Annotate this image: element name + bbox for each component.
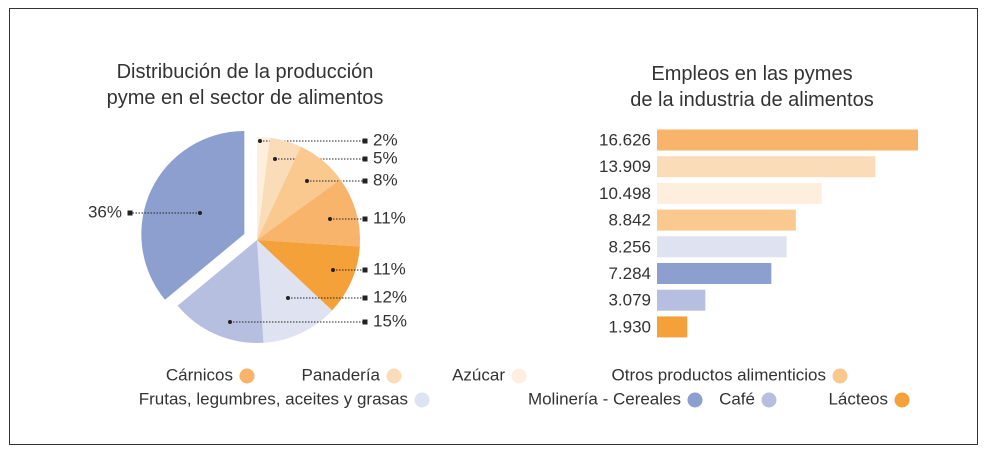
leader-end xyxy=(362,319,368,325)
data-label: 11% xyxy=(373,259,406,278)
data-label: 3.079 xyxy=(608,291,651,310)
leader-dot xyxy=(328,217,332,221)
leader-dot xyxy=(228,320,232,324)
leader-dot xyxy=(273,157,277,161)
leader-dot xyxy=(286,296,290,300)
chart-title: Empleos en las pymes de la industria de a… xyxy=(630,63,873,111)
bar xyxy=(657,156,876,178)
data-label: 12% xyxy=(373,287,407,306)
data-label: 36% xyxy=(88,202,122,221)
leader-dot xyxy=(331,268,335,272)
legend-label: Azúcar xyxy=(452,365,505,384)
data-label: 7.284 xyxy=(608,264,651,283)
leader-end xyxy=(362,156,368,162)
data-label: 5% xyxy=(373,148,398,167)
legend-label: Frutas, legumbres, aceites y grasas xyxy=(139,389,408,408)
legend-label: Lácteos xyxy=(828,389,888,408)
data-label: 1.930 xyxy=(608,317,651,336)
data-label: 15% xyxy=(373,311,407,330)
pie-slice xyxy=(257,137,270,240)
legend-swatch xyxy=(894,392,910,408)
legend-swatch xyxy=(687,392,703,408)
data-label: 10.498 xyxy=(599,184,651,203)
pie-slice xyxy=(141,131,245,300)
chart-title: Distribución de la producción pyme en el … xyxy=(107,61,384,109)
pie-slice xyxy=(257,179,360,247)
legend-swatch xyxy=(414,392,430,408)
bar xyxy=(657,316,688,338)
leader-end xyxy=(127,210,133,216)
legend-swatch xyxy=(832,368,848,384)
legend-swatch xyxy=(239,368,255,384)
pie-slice xyxy=(177,240,264,343)
leader-end xyxy=(362,267,368,273)
data-label: 8.842 xyxy=(608,211,651,230)
legend-swatch xyxy=(511,368,527,384)
bar xyxy=(657,209,796,231)
legend-label: Otros productos alimenticios xyxy=(612,365,826,384)
leader-end xyxy=(362,216,368,222)
pie-slice xyxy=(257,146,341,240)
leader-end xyxy=(362,138,368,144)
pie-slice xyxy=(257,240,360,311)
legend-label: Panadería xyxy=(302,365,381,384)
data-label: 8% xyxy=(373,170,398,189)
data-label: 11% xyxy=(373,208,406,227)
bar xyxy=(657,129,918,151)
leader-dot xyxy=(258,139,262,143)
legend-label: Cárnicos xyxy=(166,365,233,384)
leader-end xyxy=(362,295,368,301)
legend-label: Café xyxy=(719,389,755,408)
legend-swatch xyxy=(761,392,777,408)
leader-end xyxy=(362,178,368,184)
data-label: 16.626 xyxy=(599,130,651,149)
legend-label: Molinería - Cereales xyxy=(528,389,681,408)
bar xyxy=(657,289,706,311)
data-label: 8.256 xyxy=(608,237,651,256)
data-label: 2% xyxy=(373,130,398,149)
bar xyxy=(657,182,822,204)
data-label: 13.909 xyxy=(599,157,651,176)
bar xyxy=(657,236,787,258)
pie-slice xyxy=(257,240,333,343)
leader-dot xyxy=(305,179,309,183)
legend-swatch xyxy=(386,368,402,384)
leader-dot xyxy=(198,211,202,215)
pie-slice xyxy=(257,137,301,240)
bar xyxy=(657,263,772,284)
